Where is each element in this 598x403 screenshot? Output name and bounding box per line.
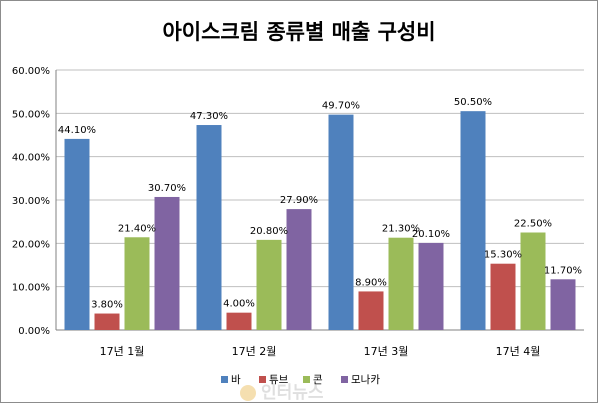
bar [256, 239, 282, 330]
data-label: 15.30% [484, 250, 522, 261]
y-tick-label: 10.00% [12, 283, 50, 294]
x-tick-label: 17년 1월 [100, 345, 145, 358]
data-labels: 44.10% 3.80% 21.40% 30.70% 47.30% 4.00% 20.80%… [58, 97, 582, 310]
bar [64, 138, 90, 330]
data-label: 21.40% [118, 223, 156, 234]
bar [196, 125, 222, 331]
y-tick-label: 40.00% [12, 153, 50, 164]
data-label: 49.70% [322, 101, 360, 112]
legend-swatch [259, 376, 266, 383]
bar [154, 196, 180, 330]
data-label: 22.50% [514, 219, 552, 230]
legend-label: 바 [231, 374, 241, 386]
data-label: 8.90% [355, 277, 387, 288]
legend: 바 튜브 콘 모나카 [221, 374, 380, 386]
bar [520, 232, 546, 330]
x-tick-label: 17년 3월 [364, 345, 409, 358]
data-label: 20.80% [250, 226, 288, 237]
data-label: 4.00% [223, 299, 255, 310]
y-axis-ticks: 0.00% 10.00% 20.00% 30.00% 40.00% 50.00% 60.00… [12, 66, 50, 337]
legend-label: 모나카 [351, 374, 380, 386]
bar [226, 312, 252, 330]
bar [388, 237, 414, 330]
watermark-text: 인터뉴스 [261, 383, 324, 402]
y-tick-label: 50.00% [12, 109, 50, 120]
chart-title: 아이스크림 종류별 매출 구성비 [162, 20, 435, 44]
data-label: 11.70% [544, 265, 582, 276]
bar [550, 279, 576, 330]
data-label: 27.90% [280, 195, 318, 206]
data-label: 20.10% [412, 229, 450, 240]
bar [328, 114, 354, 330]
legend-swatch [303, 376, 310, 383]
legend-label: 콘 [313, 374, 323, 386]
data-label: 47.30% [190, 111, 228, 122]
bar [490, 263, 516, 330]
watermark-logo: 인터뉴스 [240, 383, 324, 402]
bar [124, 237, 150, 330]
x-tick-label: 17년 2월 [232, 345, 277, 358]
data-label: 50.50% [454, 97, 492, 108]
bar [358, 291, 384, 330]
legend-label: 튜브 [269, 374, 289, 386]
x-axis-ticks: 17년 1월 17년 2월 17년 3월 17년 4월 [100, 345, 541, 358]
legend-swatch [221, 376, 228, 383]
y-tick-label: 20.00% [12, 239, 50, 250]
data-label: 21.30% [382, 224, 420, 235]
data-label: 30.70% [148, 183, 186, 194]
y-tick-label: 30.00% [12, 196, 50, 207]
data-label: 44.10% [58, 125, 96, 136]
y-tick-label: 0.00% [18, 326, 50, 337]
y-tick-label: 60.00% [12, 66, 50, 77]
x-tick-label: 17년 4월 [496, 345, 541, 358]
bar [94, 313, 120, 330]
bar [460, 111, 486, 331]
bar [418, 242, 444, 330]
bar [286, 209, 312, 330]
watermark-emblem-icon [240, 385, 256, 401]
bars [64, 111, 576, 331]
legend-swatch [341, 376, 348, 383]
data-label: 3.80% [91, 300, 123, 311]
